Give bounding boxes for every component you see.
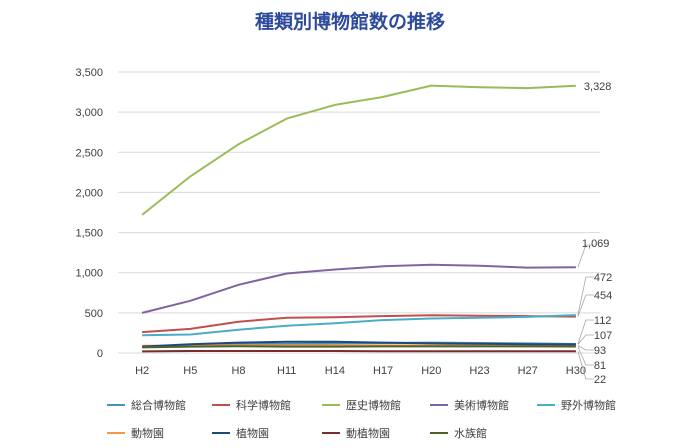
x-tick-label: H14 xyxy=(325,365,345,377)
leader-line xyxy=(577,351,594,380)
y-axis-ticks: 3,500 3,000 2,500 2,000 1,500 1,000 500 0 xyxy=(75,67,103,360)
x-tick-label: H20 xyxy=(421,365,441,377)
x-axis-ticks: H2 H5 H8 H11 H14 H17 H20 H23 H27 H30 xyxy=(135,365,586,377)
end-value-label: 1,069 xyxy=(582,238,610,250)
leader-line xyxy=(577,294,594,317)
series-line xyxy=(142,314,576,334)
series-line xyxy=(142,340,576,348)
series-lines xyxy=(141,84,576,353)
x-tick-label: H2 xyxy=(135,365,149,377)
leader-line xyxy=(577,276,594,316)
y-tick-label: 500 xyxy=(85,308,103,320)
end-value-label: 112 xyxy=(594,315,612,327)
end-value-label: 107 xyxy=(594,330,612,342)
y-tick-label: 2,500 xyxy=(75,147,103,159)
legend-label: 総合博物館 xyxy=(131,398,186,412)
x-tick-label: H27 xyxy=(518,365,538,377)
legend-label: 科学博物館 xyxy=(236,398,291,412)
leader-line xyxy=(577,345,594,351)
x-tick-label: H8 xyxy=(231,365,245,377)
leader-line xyxy=(577,346,594,366)
series-line xyxy=(141,84,576,216)
y-tick-label: 1,500 xyxy=(75,228,103,240)
chart-title: 種類別博物館数の推移 xyxy=(255,10,445,33)
end-value-label: 93 xyxy=(594,345,606,357)
legend-label: 植物園 xyxy=(236,426,269,440)
x-tick-label: H23 xyxy=(469,365,489,377)
end-value-label: 3,328 xyxy=(584,81,612,93)
x-tick-label: H30 xyxy=(566,365,586,377)
legend-label: 動物園 xyxy=(131,426,164,440)
y-tick-label: 3,500 xyxy=(75,67,103,79)
legend-label: 動植物園 xyxy=(346,426,390,440)
x-tick-label: H5 xyxy=(183,365,197,377)
series-line xyxy=(142,314,576,337)
y-tick-label: 0 xyxy=(97,348,103,360)
leader-line xyxy=(577,334,594,345)
leader-line xyxy=(577,244,594,268)
legend-label: 野外博物館 xyxy=(561,398,616,412)
leader-line xyxy=(577,319,594,345)
end-value-label: 472 xyxy=(594,272,612,284)
end-value-labels: 3,328 1,069 472 454 112 107 93 81 22 xyxy=(577,81,612,386)
y-tick-label: 1,000 xyxy=(75,268,103,280)
x-tick-label: H17 xyxy=(373,365,393,377)
series-line xyxy=(141,263,576,314)
y-tick-label: 3,000 xyxy=(75,107,103,119)
end-value-label: 454 xyxy=(594,290,612,302)
series-line xyxy=(142,345,576,349)
end-value-label: 22 xyxy=(594,374,606,386)
x-tick-label: H11 xyxy=(277,365,296,377)
legend-label: 水族館 xyxy=(454,426,487,440)
end-value-label: 81 xyxy=(594,360,606,372)
legend-label: 歴史博物館 xyxy=(346,398,401,412)
grid-lines xyxy=(118,71,600,354)
y-tick-label: 2,000 xyxy=(75,187,103,199)
legend-label: 美術博物館 xyxy=(454,398,509,412)
